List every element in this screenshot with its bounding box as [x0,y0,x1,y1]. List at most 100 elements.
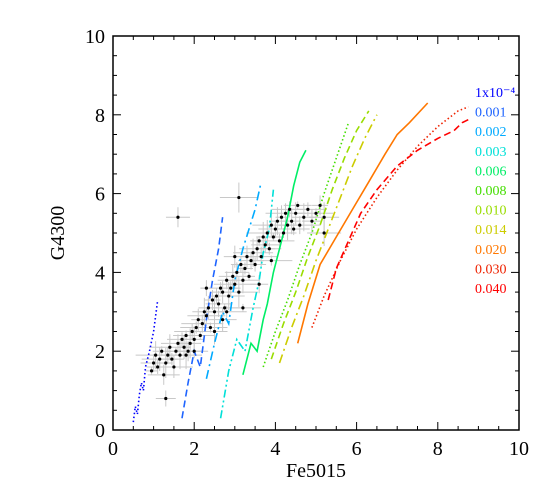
data-point [164,396,168,401]
x-tick-label: 4 [270,438,280,460]
data-point [310,219,314,223]
data-point [152,361,156,365]
data-point [237,290,241,294]
data-point [182,345,186,349]
series-line [205,181,262,379]
data-point [322,231,326,235]
series-line [311,106,469,328]
axis-ticks: 0 2 4 6 8 10 0 2 4 6 8 10 [85,26,529,460]
series-line [278,114,378,364]
data-point [241,306,245,310]
data-point [204,314,208,318]
data-point [188,341,192,345]
legend-entry: 0.003 [475,145,507,160]
series-lines [132,102,471,423]
x-tick-label: 0 [108,438,118,460]
legend-entry: 0.008 [475,184,507,199]
x-tick-label: 10 [509,438,529,460]
data-point [216,302,221,306]
data-point [275,219,280,223]
data-point [243,266,247,271]
data-point [247,274,251,278]
data-point [196,318,200,322]
data-point [318,203,322,208]
data-point [314,211,318,215]
data-point [212,310,217,314]
data-point [212,329,217,334]
legend-entry: 0.040 [475,282,507,297]
series-line [242,149,307,375]
data-point [241,278,245,282]
data-point [164,361,168,365]
legend-entry: 0.006 [475,164,507,179]
data-point [174,349,178,353]
data-point [225,278,229,282]
data-point [273,227,277,231]
legend-entry: 0.001 [475,106,507,121]
data-point [263,243,267,247]
data-point [168,345,172,349]
y-tick-label: 4 [95,262,105,284]
data-point [239,262,243,267]
data-point [192,337,196,341]
data-point [170,357,174,361]
data-point [154,353,158,357]
y-tick-label: 2 [95,341,105,363]
legend-entry: 0.014 [475,223,507,238]
data-points [149,195,326,401]
data-point [302,215,306,219]
legend-entry: 0.020 [475,243,507,258]
data-point [156,365,160,369]
data-point [277,239,282,243]
data-point [285,223,290,227]
x-tick-label: 6 [352,438,362,460]
data-point [223,306,227,310]
data-point [210,298,215,302]
series-line [327,117,471,301]
data-point [178,353,182,357]
legend-entry: 0.002 [475,125,507,140]
data-point [227,294,231,298]
data-point [166,353,170,357]
data-point [198,333,202,338]
data-point [235,270,239,274]
data-point [257,282,261,286]
data-point [259,255,263,259]
data-point [283,211,288,215]
y-tick-label: 6 [95,184,105,206]
x-axis-label: Fe5015 [286,460,346,482]
data-point [245,255,249,259]
legend-entry: 0.010 [475,204,507,219]
data-point [218,286,223,290]
data-point [261,235,265,239]
series-line [270,110,370,360]
data-point [162,373,166,377]
data-point [298,223,302,227]
data-point [204,286,208,290]
data-point [202,310,206,314]
data-point [160,349,164,353]
data-point [184,353,188,357]
data-point [288,207,292,211]
data-point [206,306,211,310]
y-axis-label: G4300 [47,206,69,260]
series-line [181,217,224,419]
data-point [322,215,326,219]
data-point [251,251,255,255]
data-point [290,219,294,223]
data-point [221,290,225,294]
data-point [180,337,184,341]
data-point [200,322,204,326]
data-point [257,239,261,243]
data-point [225,310,229,314]
x-tick-label: 2 [189,438,199,460]
data-point [249,258,253,263]
data-point [214,294,219,298]
y-tick-label: 0 [95,420,105,442]
data-point [267,247,271,251]
data-point [269,223,273,227]
y-tick-label: 10 [85,26,105,48]
data-point [194,325,198,330]
data-point [265,231,269,235]
